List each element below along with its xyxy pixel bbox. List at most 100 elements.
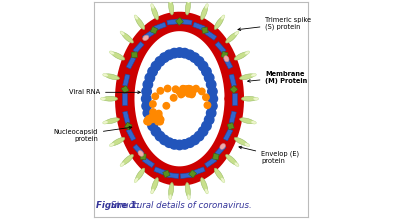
Circle shape bbox=[189, 135, 199, 145]
Bar bbox=[215, 42, 226, 53]
Ellipse shape bbox=[168, 183, 173, 198]
Bar bbox=[154, 167, 166, 175]
Ellipse shape bbox=[120, 31, 124, 35]
Circle shape bbox=[142, 87, 151, 96]
Circle shape bbox=[204, 115, 213, 124]
Text: Figure 1:: Figure 1: bbox=[95, 201, 139, 210]
Bar bbox=[133, 42, 144, 53]
Bar bbox=[162, 170, 170, 178]
Ellipse shape bbox=[120, 162, 124, 166]
Circle shape bbox=[152, 113, 159, 119]
Circle shape bbox=[152, 93, 158, 100]
Circle shape bbox=[156, 118, 163, 125]
Ellipse shape bbox=[151, 178, 158, 192]
Bar bbox=[231, 93, 236, 104]
Circle shape bbox=[149, 101, 156, 107]
Bar bbox=[229, 85, 237, 93]
Ellipse shape bbox=[219, 144, 225, 149]
Ellipse shape bbox=[134, 178, 138, 183]
Ellipse shape bbox=[244, 143, 249, 147]
Circle shape bbox=[188, 90, 195, 96]
Circle shape bbox=[194, 57, 203, 66]
Circle shape bbox=[180, 88, 186, 94]
Bar bbox=[204, 30, 216, 40]
Ellipse shape bbox=[151, 6, 158, 20]
Bar bbox=[201, 27, 208, 34]
Bar bbox=[223, 129, 232, 141]
Bar bbox=[229, 74, 236, 87]
Circle shape bbox=[172, 86, 178, 92]
Circle shape bbox=[143, 108, 152, 118]
Bar bbox=[229, 111, 236, 124]
Ellipse shape bbox=[220, 178, 224, 183]
Bar bbox=[142, 30, 154, 40]
Ellipse shape bbox=[142, 35, 148, 41]
Bar bbox=[192, 22, 205, 31]
Text: Structural details of coronavirus.: Structural details of coronavirus. bbox=[108, 201, 251, 210]
Circle shape bbox=[188, 91, 194, 98]
Bar bbox=[212, 153, 219, 160]
Circle shape bbox=[141, 94, 150, 104]
Bar bbox=[133, 144, 144, 156]
Bar bbox=[215, 144, 226, 156]
Ellipse shape bbox=[200, 178, 207, 192]
Circle shape bbox=[164, 138, 174, 147]
Text: Trimeric spike
(S) protein: Trimeric spike (S) protein bbox=[237, 17, 311, 31]
Ellipse shape bbox=[205, 4, 208, 9]
Circle shape bbox=[181, 88, 188, 94]
Ellipse shape bbox=[122, 154, 133, 165]
Circle shape bbox=[174, 140, 184, 150]
Circle shape bbox=[187, 87, 194, 94]
Circle shape bbox=[189, 53, 199, 62]
Bar bbox=[150, 26, 157, 34]
Bar bbox=[175, 18, 183, 25]
Ellipse shape bbox=[252, 97, 258, 100]
Circle shape bbox=[159, 53, 169, 62]
Circle shape bbox=[157, 88, 163, 94]
Ellipse shape bbox=[234, 137, 247, 146]
Ellipse shape bbox=[105, 74, 119, 80]
Ellipse shape bbox=[250, 74, 256, 77]
Circle shape bbox=[152, 115, 158, 122]
Circle shape bbox=[159, 135, 169, 145]
Circle shape bbox=[145, 73, 154, 83]
Bar bbox=[221, 51, 227, 58]
Circle shape bbox=[169, 140, 178, 149]
Text: Nucleocapsid
protein: Nucleocapsid protein bbox=[53, 126, 132, 142]
Circle shape bbox=[156, 114, 162, 120]
Ellipse shape bbox=[223, 56, 229, 62]
Circle shape bbox=[178, 90, 184, 97]
Ellipse shape bbox=[105, 118, 119, 124]
Bar bbox=[166, 19, 178, 25]
Bar bbox=[122, 93, 127, 104]
Text: Viral RNA: Viral RNA bbox=[69, 89, 140, 95]
Ellipse shape bbox=[225, 32, 237, 43]
Circle shape bbox=[184, 50, 194, 60]
Circle shape bbox=[164, 50, 174, 60]
Ellipse shape bbox=[234, 162, 238, 166]
Circle shape bbox=[198, 88, 205, 95]
Bar bbox=[131, 52, 137, 58]
Ellipse shape bbox=[111, 52, 125, 60]
Circle shape bbox=[207, 87, 217, 96]
Circle shape bbox=[144, 118, 150, 125]
Circle shape bbox=[204, 102, 210, 108]
Ellipse shape bbox=[109, 51, 114, 55]
Ellipse shape bbox=[168, 0, 173, 15]
Circle shape bbox=[149, 116, 155, 122]
Circle shape bbox=[148, 113, 155, 120]
Circle shape bbox=[194, 131, 203, 141]
Ellipse shape bbox=[234, 52, 247, 60]
Bar bbox=[204, 157, 216, 168]
Circle shape bbox=[198, 61, 207, 71]
Circle shape bbox=[177, 91, 184, 98]
Bar bbox=[166, 173, 178, 178]
Bar bbox=[192, 167, 205, 175]
Ellipse shape bbox=[135, 168, 144, 181]
Ellipse shape bbox=[239, 118, 253, 124]
Ellipse shape bbox=[138, 151, 143, 156]
Ellipse shape bbox=[168, 194, 171, 200]
Circle shape bbox=[201, 121, 211, 131]
Circle shape bbox=[180, 140, 189, 149]
Circle shape bbox=[198, 127, 207, 136]
